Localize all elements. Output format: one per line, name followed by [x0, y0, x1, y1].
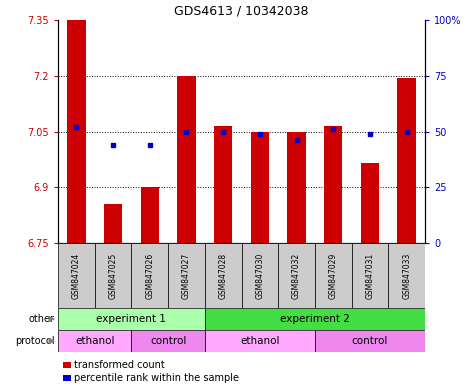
Text: experiment 2: experiment 2: [280, 314, 350, 324]
Text: GSM847029: GSM847029: [329, 252, 338, 299]
Text: experiment 1: experiment 1: [96, 314, 166, 324]
Text: GSM847033: GSM847033: [402, 252, 411, 299]
Bar: [278, 243, 315, 308]
Text: control: control: [150, 336, 186, 346]
Bar: [63, 375, 71, 381]
Title: GDS4613 / 10342038: GDS4613 / 10342038: [174, 5, 309, 17]
Bar: [205, 243, 241, 308]
Bar: [251, 131, 269, 243]
Text: GSM847026: GSM847026: [145, 252, 154, 299]
Text: GSM847030: GSM847030: [255, 252, 264, 299]
Bar: [140, 187, 159, 243]
Text: control: control: [352, 336, 388, 346]
Text: protocol: protocol: [15, 336, 54, 346]
Text: GSM847027: GSM847027: [182, 252, 191, 299]
Bar: [67, 20, 86, 243]
Bar: [132, 243, 168, 308]
Text: GSM847024: GSM847024: [72, 252, 81, 299]
Bar: [205, 308, 425, 330]
Bar: [58, 243, 95, 308]
Bar: [315, 243, 352, 308]
Bar: [58, 330, 132, 352]
Text: other: other: [28, 314, 54, 324]
Text: GSM847028: GSM847028: [219, 252, 228, 299]
Bar: [315, 330, 425, 352]
Bar: [241, 243, 278, 308]
Text: GSM847031: GSM847031: [365, 252, 374, 299]
Bar: [398, 78, 416, 243]
Text: GSM847025: GSM847025: [108, 252, 118, 299]
Text: ethanol: ethanol: [75, 336, 114, 346]
Bar: [352, 243, 388, 308]
Text: ethanol: ethanol: [240, 336, 279, 346]
Bar: [168, 243, 205, 308]
Bar: [104, 204, 122, 243]
Text: GSM847032: GSM847032: [292, 252, 301, 299]
Bar: [388, 243, 425, 308]
Bar: [177, 76, 196, 243]
Bar: [58, 308, 205, 330]
Text: transformed count: transformed count: [74, 360, 165, 370]
Bar: [63, 362, 71, 368]
Bar: [132, 330, 205, 352]
Bar: [214, 126, 232, 243]
Bar: [205, 330, 315, 352]
Text: percentile rank within the sample: percentile rank within the sample: [74, 372, 239, 382]
Bar: [95, 243, 132, 308]
Bar: [287, 131, 306, 243]
Bar: [324, 126, 342, 243]
Bar: [361, 163, 379, 243]
